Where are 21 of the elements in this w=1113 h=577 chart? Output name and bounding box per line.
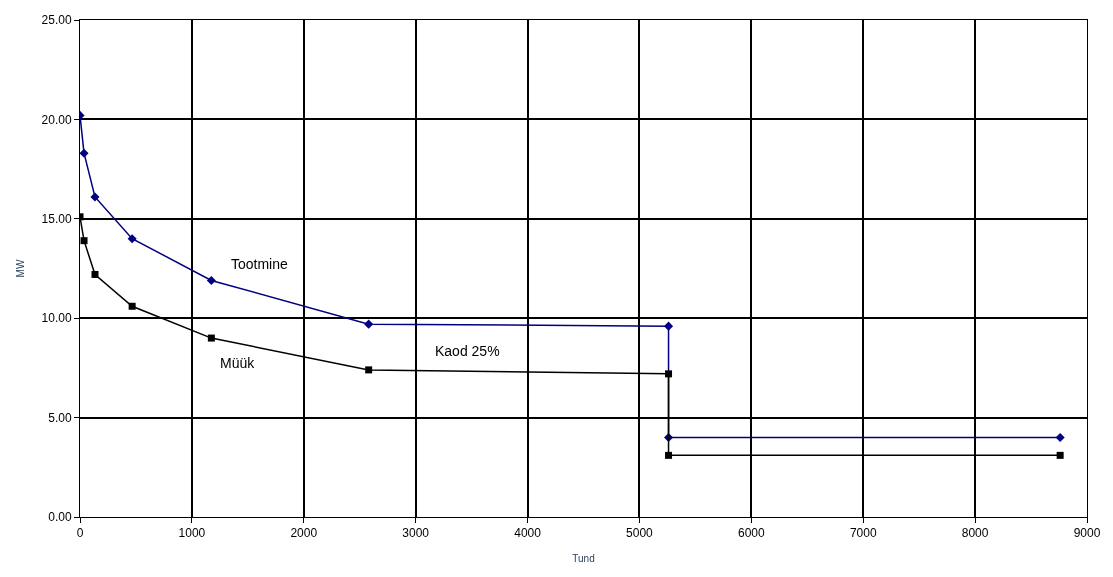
y-tick-label: 5.00: [48, 410, 72, 425]
x-tick-label: 7000: [849, 526, 877, 541]
annotation: Tootmine: [231, 256, 289, 272]
y-tick-label: 25.00: [41, 13, 72, 28]
annotation: Müük: [220, 355, 256, 371]
x-tick-label: 2000: [290, 526, 318, 541]
x-tick-label: 8000: [961, 526, 989, 541]
y-tick-label: 10.00: [41, 311, 72, 326]
x-tick-label: 5000: [626, 526, 654, 541]
y-tick-label: 0.00: [48, 510, 72, 525]
x-tick-label: 4000: [514, 526, 542, 541]
x-tick-label: 1000: [178, 526, 206, 541]
x-tick-label: 3000: [402, 526, 430, 541]
y-tick-label: 15.00: [41, 212, 72, 226]
y-axis-title: MW: [14, 259, 26, 278]
x-tick-label: 6000: [737, 526, 765, 541]
x-tick-label: 9000: [1073, 526, 1101, 541]
x-axis-title: Tund: [572, 552, 595, 564]
y-tick-label: 20.00: [41, 112, 72, 127]
x-tick-label: 0: [76, 526, 84, 541]
annotation: Kaod 25%: [435, 343, 500, 359]
